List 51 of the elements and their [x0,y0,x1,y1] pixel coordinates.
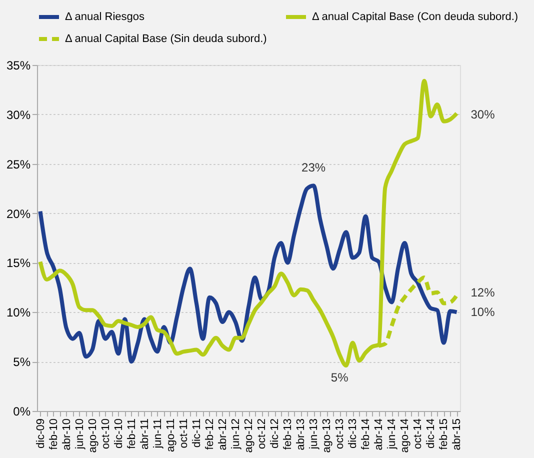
x-tick-label: abr-13 [295,418,308,450]
x-tick-label: jun-14 [386,418,398,450]
x-tick-label: feb-10 [48,418,60,450]
x-tick-label: jun-10 [74,418,86,450]
annotation: 12% [470,285,496,300]
annotation: 5% [330,370,349,385]
y-tick-label: 0% [13,404,31,418]
line-series [38,184,459,364]
y-tick-label: 30% [6,108,31,122]
legend-label: Δ anual Capital Base (Sin deuda subord.) [65,33,267,45]
x-tick-label: dic-10 [112,418,125,448]
x-tick-label: dic-13 [347,418,360,448]
x-tick-label: feb-13 [282,418,294,450]
x-tick-label: dic-12 [269,418,282,448]
annotation: 10% [470,305,496,320]
x-tick-label: jun-13 [308,418,320,450]
y-tick-label: 25% [6,157,31,172]
y-tick-label: 15% [6,256,31,270]
x-tick-label: oct-10 [100,418,112,450]
x-tick-label: oct-14 [412,418,424,450]
x-tick-label: jun-12 [230,418,242,450]
x-tick-label: abr-11 [138,418,151,450]
x-tick-label: feb-11 [126,418,138,449]
x-tick-label: ago-13 [321,418,334,453]
x-tick-label: ago-10 [86,418,99,453]
x-tick-label: feb-14 [360,418,372,450]
x-tick-label: oct-13 [334,418,346,450]
annotation: 30% [470,107,496,122]
x-tick-label: abr-14 [373,418,386,450]
legend-label: Δ anual Capital Base (Con deuda subord.) [312,11,518,23]
y-tick-label: 5% [13,355,31,370]
y-tick-label: 10% [6,306,31,320]
x-tick-label: abr-10 [60,418,73,450]
x-tick-label: oct-11 [178,418,190,448]
x-tick-label: dic-09 [34,418,47,448]
x-tick-label: abr-12 [216,418,229,450]
x-tick-label: feb-12 [204,418,216,450]
x-tick-label: ago-11 [164,418,177,452]
legend-label: Δ anual Riesgos [65,11,146,23]
y-tick-label: 35% [6,58,31,72]
x-tick-label: ago-12 [243,418,255,453]
x-tick-label: oct-12 [256,418,268,450]
x-tick-label: dic-11 [190,418,203,448]
annotation: 23% [302,160,326,175]
x-tick-label: feb-15 [438,418,450,450]
x-tick-label: abr-15 [451,418,464,450]
y-tick-label: 20% [6,206,31,221]
line-series [38,78,459,368]
x-tick-label: jun-11 [152,418,164,450]
x-tick-label: ago-14 [399,418,412,453]
x-tick-label: dic-14 [425,418,438,448]
